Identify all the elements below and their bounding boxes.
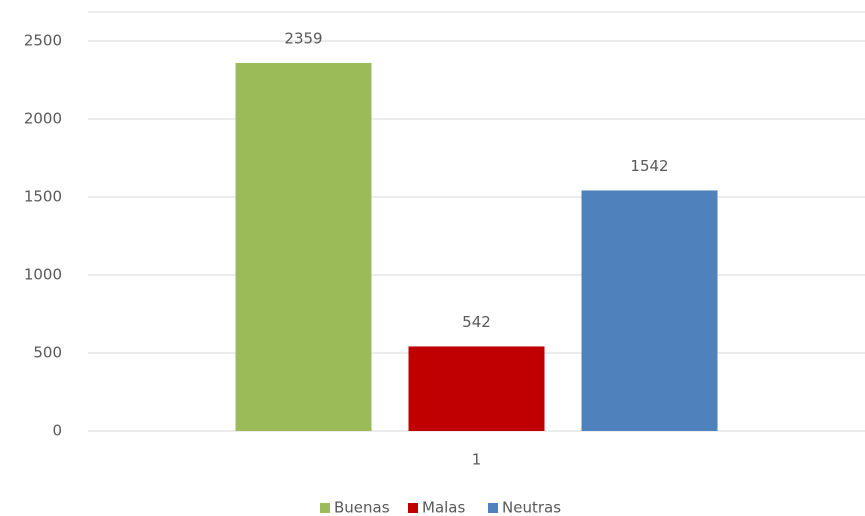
legend-swatch bbox=[408, 503, 418, 513]
x-tick-label: 1 bbox=[472, 451, 482, 469]
legend-label: Buenas bbox=[334, 499, 390, 516]
y-tick-label: 500 bbox=[33, 344, 62, 362]
y-tick-label: 1500 bbox=[24, 188, 62, 206]
bar bbox=[408, 346, 545, 431]
bar bbox=[581, 190, 718, 431]
y-tick-label: 2000 bbox=[24, 110, 62, 128]
y-tick-label: 2500 bbox=[24, 32, 62, 50]
y-tick-label: 1000 bbox=[24, 266, 62, 284]
legend-label: Neutras bbox=[502, 499, 561, 516]
data-label: 542 bbox=[462, 313, 491, 331]
y-tick-label: 0 bbox=[52, 422, 62, 440]
data-label: 2359 bbox=[284, 29, 322, 47]
legend-swatch bbox=[320, 503, 330, 513]
data-label: 1542 bbox=[630, 157, 668, 175]
bar bbox=[235, 62, 372, 431]
legend-swatch bbox=[488, 503, 498, 513]
legend-label: Malas bbox=[422, 499, 465, 516]
